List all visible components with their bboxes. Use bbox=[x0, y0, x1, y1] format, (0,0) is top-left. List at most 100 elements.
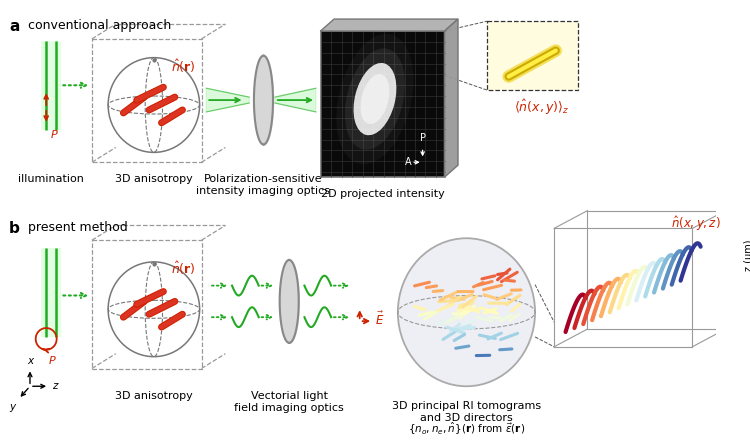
Bar bbox=[734, 286, 741, 287]
Bar bbox=[734, 225, 741, 227]
Bar bbox=[734, 247, 741, 248]
Bar bbox=[734, 241, 741, 242]
Bar bbox=[734, 234, 741, 236]
Bar bbox=[734, 229, 741, 231]
Bar bbox=[734, 278, 741, 279]
Bar bbox=[734, 248, 741, 249]
Bar bbox=[734, 286, 741, 288]
Text: $P$: $P$ bbox=[48, 354, 57, 366]
Bar bbox=[734, 279, 741, 280]
Bar bbox=[734, 281, 741, 282]
Text: a: a bbox=[9, 19, 20, 34]
Bar bbox=[734, 275, 741, 276]
Bar bbox=[734, 256, 741, 257]
Bar bbox=[734, 277, 741, 278]
Bar bbox=[734, 266, 741, 267]
Bar bbox=[734, 246, 741, 248]
Bar bbox=[734, 250, 741, 251]
Bar bbox=[734, 238, 741, 240]
Text: z: z bbox=[52, 381, 58, 391]
Bar bbox=[734, 239, 741, 240]
Text: $\langle \hat{n}(x,y) \rangle_z$: $\langle \hat{n}(x,y) \rangle_z$ bbox=[514, 98, 569, 117]
Ellipse shape bbox=[353, 63, 397, 135]
Bar bbox=[734, 233, 741, 235]
Text: A: A bbox=[404, 157, 411, 167]
Bar bbox=[734, 285, 741, 286]
Text: Vectorial light
field imaging optics: Vectorial light field imaging optics bbox=[234, 391, 344, 413]
Bar bbox=[734, 257, 741, 258]
Bar bbox=[734, 274, 741, 275]
Ellipse shape bbox=[398, 238, 535, 386]
Bar bbox=[734, 260, 741, 261]
Bar bbox=[734, 220, 741, 221]
Bar bbox=[734, 262, 741, 263]
Bar bbox=[734, 253, 741, 254]
Bar bbox=[734, 232, 741, 233]
Polygon shape bbox=[445, 19, 458, 177]
Bar bbox=[734, 259, 741, 260]
Bar bbox=[734, 290, 741, 292]
Bar bbox=[734, 270, 741, 271]
Polygon shape bbox=[321, 19, 458, 31]
Text: $\{n_o, n_e, \hat{n}\}(\mathbf{r})$ from $\vec{\epsilon}(\mathbf{r})$: $\{n_o, n_e, \hat{n}\}(\mathbf{r})$ from… bbox=[408, 421, 525, 437]
Bar bbox=[734, 258, 741, 259]
Bar bbox=[734, 263, 741, 264]
Text: P: P bbox=[419, 133, 425, 142]
Bar bbox=[734, 216, 741, 217]
Bar bbox=[734, 242, 741, 244]
Bar bbox=[734, 218, 741, 220]
Text: $\hat{n}(\mathbf{r})$: $\hat{n}(\mathbf{r})$ bbox=[171, 260, 196, 277]
Text: x: x bbox=[27, 355, 33, 366]
Text: $\vec{E}$: $\vec{E}$ bbox=[375, 311, 384, 328]
Bar bbox=[734, 224, 741, 225]
Bar bbox=[734, 251, 741, 252]
Text: z (μm): z (μm) bbox=[744, 239, 750, 271]
Bar bbox=[734, 231, 741, 232]
Bar bbox=[734, 267, 741, 268]
Text: $P$: $P$ bbox=[50, 128, 58, 140]
Bar bbox=[734, 249, 741, 250]
Text: illumination: illumination bbox=[18, 174, 84, 184]
Text: y: y bbox=[10, 402, 16, 412]
Bar bbox=[734, 292, 741, 293]
Bar bbox=[734, 236, 741, 237]
Bar bbox=[734, 273, 741, 274]
Ellipse shape bbox=[361, 74, 389, 124]
Text: 3D principal RI tomograms
and 3D directors: 3D principal RI tomograms and 3D directo… bbox=[392, 401, 541, 423]
Bar bbox=[734, 240, 741, 241]
Text: 3D anisotropy: 3D anisotropy bbox=[115, 391, 193, 401]
Bar bbox=[734, 254, 741, 255]
Text: present method: present method bbox=[28, 221, 128, 234]
Bar bbox=[734, 217, 741, 218]
Bar bbox=[734, 264, 741, 265]
Bar bbox=[734, 237, 741, 238]
Bar bbox=[734, 245, 741, 246]
Bar bbox=[734, 221, 741, 223]
Bar bbox=[734, 272, 741, 273]
Text: $\hat{n}(x,y,z)$: $\hat{n}(x,y,z)$ bbox=[671, 213, 721, 232]
Ellipse shape bbox=[345, 49, 405, 150]
Text: Polarization-sensitive
intensity imaging optics: Polarization-sensitive intensity imaging… bbox=[196, 174, 331, 196]
Bar bbox=[734, 289, 741, 290]
Bar bbox=[734, 288, 741, 289]
Polygon shape bbox=[206, 88, 249, 112]
Bar bbox=[734, 252, 741, 253]
Bar bbox=[734, 261, 741, 262]
Bar bbox=[734, 269, 741, 270]
Bar bbox=[734, 268, 741, 269]
Bar bbox=[321, 31, 445, 177]
Bar bbox=[734, 271, 741, 272]
Bar bbox=[734, 282, 741, 283]
Bar bbox=[734, 244, 741, 245]
Bar bbox=[734, 222, 741, 224]
Bar bbox=[734, 226, 741, 228]
Bar bbox=[734, 280, 741, 281]
Bar bbox=[734, 282, 741, 284]
Bar bbox=[734, 290, 741, 291]
Bar bbox=[734, 217, 741, 219]
Bar bbox=[734, 293, 741, 295]
Bar bbox=[734, 235, 741, 236]
Text: conventional approach: conventional approach bbox=[28, 19, 171, 32]
Bar bbox=[734, 284, 741, 285]
Bar bbox=[734, 243, 741, 244]
